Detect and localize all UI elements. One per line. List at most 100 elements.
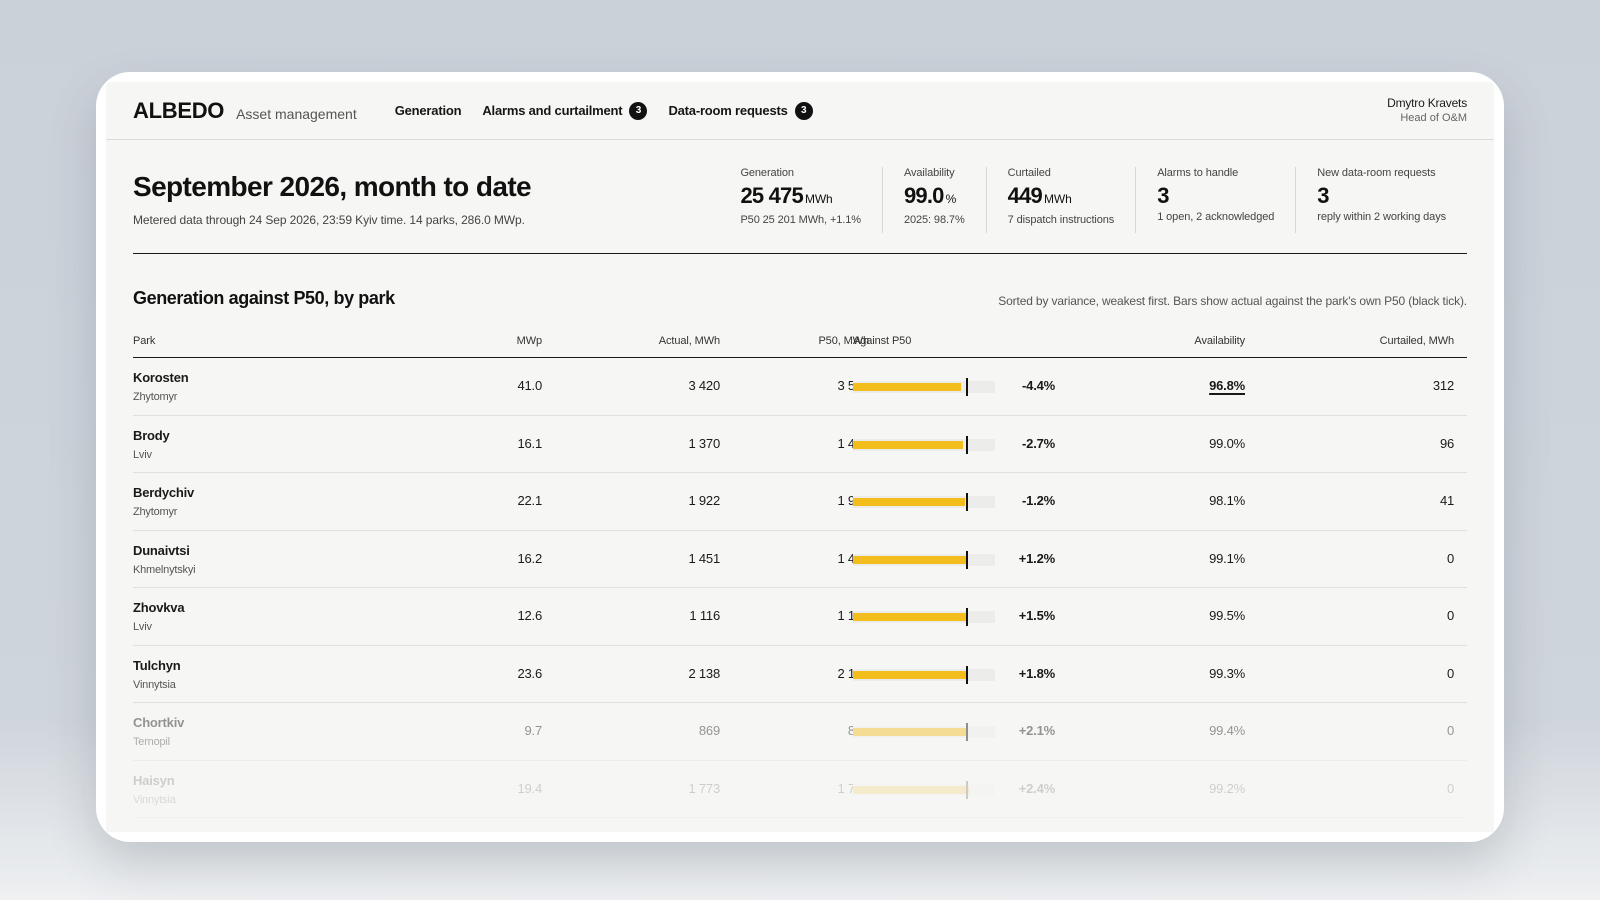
table-row[interactable]: Haisyn Vinnytsia 19.4 1 773 1 731 +2.4% 99.2% 0 <box>133 761 1467 818</box>
park-name: Tulchyn <box>133 657 181 673</box>
nav-link-generation[interactable]: Generation <box>395 102 462 120</box>
park-curtailed: 0 <box>1446 550 1454 566</box>
park-variance: -2.7% <box>1022 435 1055 451</box>
kpi-label: Availability <box>903 167 955 179</box>
park-availability: 98.1% <box>1209 493 1245 508</box>
park-mwp: 19.4 <box>517 780 542 796</box>
park-variance: -4.4% <box>1022 378 1055 393</box>
park-availability: 99.5% <box>1209 608 1245 623</box>
kpi-value: 449 MWh <box>1008 183 1115 212</box>
col-availability[interactable]: Availability <box>1194 335 1245 347</box>
park-actual: 3 420 <box>688 378 720 393</box>
park-name: Berdychiv <box>133 485 195 500</box>
p50-bar-fill <box>853 383 961 391</box>
p50-tick <box>966 435 968 454</box>
table-row[interactable]: Chortkiv Ternopil 9.7 869 851 +2.1% 99.4% 0 <box>133 703 1467 761</box>
park-mwp: 12.6 <box>517 608 542 623</box>
park-variance: +2.1% <box>1018 723 1055 738</box>
p50-bar <box>853 435 995 454</box>
user-role: Head of O&M <box>1400 112 1467 124</box>
kpi-curtailed: Curtailed 449 MWh 7 dispatch instructions <box>985 167 1136 233</box>
park-mwp: 41.0 <box>517 378 542 393</box>
requests-count-badge: 3 <box>794 101 813 120</box>
kpi-label: Generation <box>740 167 794 179</box>
col-curtailed[interactable]: Curtailed, MWh <box>1379 335 1455 347</box>
nav-link-data-room[interactable]: Data-room requests 3 <box>668 101 813 120</box>
nav-link-label: Data-room requests <box>668 103 788 118</box>
kpi-value: 3 <box>1157 183 1274 209</box>
park-availability[interactable]: 96.8% <box>1209 378 1245 393</box>
kpi-value: 99.0% <box>904 183 965 212</box>
park-region: Vinnytsia <box>133 678 176 691</box>
park-name: Haisyn <box>133 772 175 788</box>
park-name: Brody <box>133 427 170 443</box>
nav-link-label: Generation <box>394 103 462 118</box>
p50-tick <box>966 378 968 396</box>
p50-tick <box>966 550 968 569</box>
kpi-note: P50 25 201 MWh, +1.1% <box>740 214 861 226</box>
p50-bar-fill <box>853 440 963 449</box>
kpi-alarms: Alarms to handle 3 1 open, 2 acknowledge… <box>1135 167 1295 233</box>
park-curtailed: 312 <box>1432 378 1454 393</box>
park-actual: 1 370 <box>688 435 720 451</box>
p50-bar-fill <box>853 670 968 679</box>
kpi-number: 449 <box>1007 183 1043 208</box>
p50-bar-fill <box>853 613 968 621</box>
col-actual[interactable]: Actual, MWh <box>658 335 720 347</box>
kpi-value: 25 475 MWh <box>740 183 861 212</box>
user-menu[interactable]: Dmytro Kravets Head of O&M <box>1387 96 1467 124</box>
kpi-data-room-requests: New data-room requests 3 reply within 2 … <box>1295 167 1467 233</box>
page-subtitle: Metered data through 24 Sep 2026, 23:59 … <box>133 213 525 227</box>
p50-bar <box>853 665 995 684</box>
p50-bar <box>853 723 995 741</box>
kpi-number: 99.0 <box>903 183 944 208</box>
brand-logo[interactable]: ALBEDO <box>133 97 225 123</box>
park-region: Khmelnytskyi <box>133 563 196 576</box>
col-mwp[interactable]: MWp <box>516 335 542 347</box>
kpi-number: 3 <box>1317 183 1329 208</box>
alarms-count-badge: 3 <box>629 101 648 120</box>
col-against-p50[interactable]: Against P50 <box>853 335 912 347</box>
park-actual: 869 <box>698 723 720 738</box>
kpi-note: 1 open, 2 acknowledged <box>1157 211 1275 223</box>
park-variance: +2.4% <box>1018 780 1055 796</box>
park-p50: 851 <box>848 723 869 738</box>
p50-tick <box>966 780 968 799</box>
nav-link-alarms[interactable]: Alarms and curtailment 3 <box>482 101 648 120</box>
park-actual: 2 138 <box>688 665 720 681</box>
section-note: Sorted by variance, weakest first. Bars … <box>998 294 1467 308</box>
park-name: Zhovkva <box>133 600 185 615</box>
p50-bar <box>853 780 995 799</box>
park-region: Vinnytsia <box>133 793 176 806</box>
kpi-number: 3 <box>1157 183 1169 208</box>
park-curtailed: 96 <box>1439 435 1454 451</box>
park-region: Lviv <box>133 621 152 633</box>
kpi-note: 2025: 98.7% <box>903 214 965 226</box>
user-name: Dmytro Kravets <box>1387 96 1467 110</box>
park-actual: 1 451 <box>688 550 720 566</box>
park-p50: 1 731 <box>837 780 869 796</box>
section-title: Generation against P50, by park <box>133 288 395 308</box>
kpi-value: 3 <box>1317 183 1446 209</box>
kpi-note: reply within 2 working days <box>1317 211 1446 223</box>
park-name: Korosten <box>133 370 189 385</box>
park-availability: 99.1% <box>1209 550 1245 566</box>
park-availability: 99.2% <box>1209 780 1245 796</box>
col-park[interactable]: Park <box>133 335 156 347</box>
col-p50[interactable]: P50, MWh <box>818 335 869 347</box>
p50-bar-fill <box>853 728 968 736</box>
p50-bar-fill <box>853 555 967 564</box>
nav-links: Generation Alarms and curtailment 3 Data… <box>395 101 813 120</box>
park-actual: 1 116 <box>689 608 720 623</box>
park-name: Chortkiv <box>133 715 185 730</box>
kpi-generation: Generation 25 475 MWh P50 25 201 MWh, +1.… <box>719 167 882 233</box>
park-actual: 1 922 <box>688 493 720 508</box>
park-curtailed: 0 <box>1446 608 1454 623</box>
park-mwp: 9.7 <box>524 723 543 738</box>
